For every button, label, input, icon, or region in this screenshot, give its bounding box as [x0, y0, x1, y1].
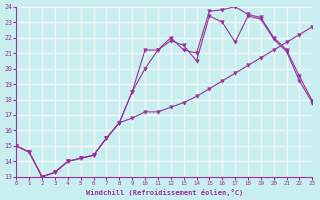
X-axis label: Windchill (Refroidissement éolien,°C): Windchill (Refroidissement éolien,°C) — [86, 189, 243, 196]
